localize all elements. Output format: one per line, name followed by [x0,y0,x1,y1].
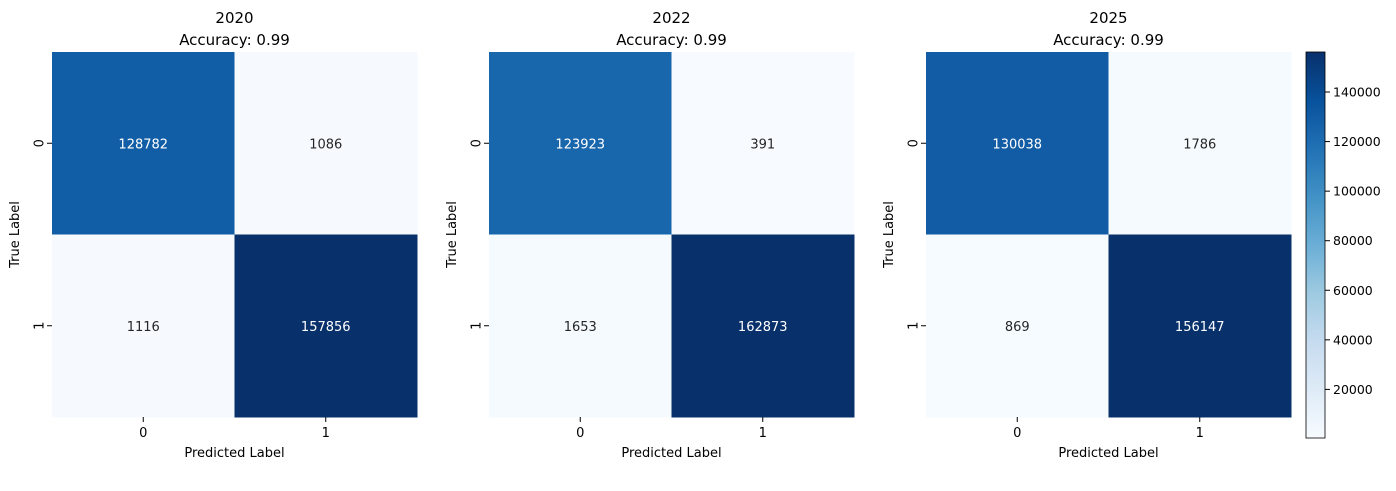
heatmap-cell-1-1 [234,234,418,418]
heatmap-cell-0-1 [234,52,418,235]
heatmap-cell-0-0 [489,52,672,235]
heatmap-cell-0-1 [1108,52,1292,235]
y-tick-label: 0 [33,139,48,147]
x-axis-label: Predicted Label [184,446,284,461]
panels: 2020 Accuracy: 0.99 128782 1086 1116 157856 0 1… [8,9,1292,461]
heatmap-cell-0-0 [926,52,1109,235]
heatmap-cell-1-1 [671,234,855,418]
cell-value-label: 130038 [992,137,1042,152]
y-tick-label: 0 [907,139,922,147]
y-tick-label: 1 [470,322,485,330]
x-tick-label: 0 [139,426,147,441]
y-tick-label: 1 [33,322,48,330]
colorbar-tick-label: 60000 [1333,283,1373,298]
x-axis-label: Predicted Label [621,446,721,461]
cell-value-label: 869 [1005,320,1030,335]
colorbar: 20000 40000 60000 80000 100000 120000 140000 [1305,51,1381,439]
heatmap-cell-0-0 [52,52,235,235]
heatmap-panel-2020: 2020 Accuracy: 0.99 128782 1086 1116 157856 0 1… [8,9,418,461]
heatmap-cell-0-1 [671,52,855,235]
colorbar-tick-label: 140000 [1333,85,1381,100]
cell-value-label: 162873 [738,320,788,335]
panel-title: 2022 [652,9,690,27]
panel-subtitle: Accuracy: 0.99 [1053,31,1164,49]
panel-title: 2020 [215,9,253,27]
x-tick-label: 0 [576,426,584,441]
cell-value-label: 1116 [127,320,160,335]
y-axis-label: True Label [882,201,897,269]
cell-value-label: 1653 [564,320,597,335]
heatmap-cell-1-1 [1108,234,1292,418]
colorbar-tick-label: 120000 [1333,134,1381,149]
panel-subtitle: Accuracy: 0.99 [179,31,290,49]
y-axis-label: True Label [8,201,23,269]
y-tick-label: 0 [470,139,485,147]
cell-value-label: 157856 [301,320,351,335]
colorbar-scale [1305,51,1326,439]
cell-value-label: 123923 [555,137,605,152]
panel-title: 2025 [1089,9,1127,27]
cell-value-label: 128782 [118,137,168,152]
x-tick-label: 1 [322,426,330,441]
heatmap-panel-2025: 2025 Accuracy: 0.99 130038 1786 869 156147 0 1 0… [882,9,1292,461]
cell-value-label: 391 [750,137,775,152]
cell-value-label: 156147 [1175,320,1225,335]
cell-value-label: 1086 [309,137,342,152]
cell-value-label: 1786 [1183,137,1216,152]
heatmap-panel-2022: 2022 Accuracy: 0.99 123923 391 1653 162873 0 1 0… [445,9,855,461]
x-axis-label: Predicted Label [1058,446,1158,461]
colorbar-tick-label: 80000 [1333,233,1373,248]
heatmap-cell-1-0 [52,234,235,418]
colorbar-tick-label: 100000 [1333,184,1381,199]
x-tick-label: 1 [759,426,767,441]
panel-subtitle: Accuracy: 0.99 [616,31,727,49]
heatmap-cell-1-0 [926,234,1109,418]
colorbar-tick-label: 40000 [1333,332,1373,347]
x-tick-label: 0 [1013,426,1021,441]
y-tick-label: 1 [907,322,922,330]
y-axis-label: True Label [445,201,460,269]
heatmap-cell-1-0 [489,234,672,418]
colorbar-tick-label: 20000 [1333,382,1373,397]
x-tick-label: 1 [1196,426,1204,441]
